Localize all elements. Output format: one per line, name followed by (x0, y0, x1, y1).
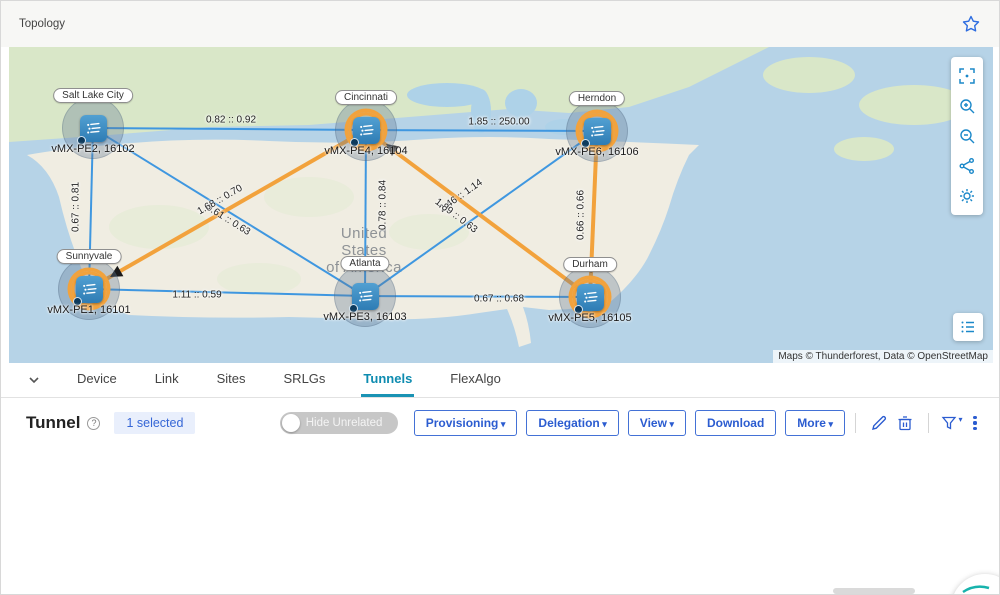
tab-flexalgo[interactable]: FlexAlgo (450, 371, 501, 386)
divider (855, 413, 856, 433)
node-status-badge (349, 137, 359, 147)
tab-tunnels[interactable]: Tunnels (361, 363, 415, 397)
zoom-in-icon[interactable] (954, 93, 980, 119)
toolbar-buttons: Provisioning ▾ Delegation ▾ View ▾ Download… (413, 410, 845, 436)
delegation-button[interactable]: Delegation ▾ (526, 410, 619, 436)
router-icon (348, 282, 379, 313)
map-link-slc-cin[interactable] (92, 127, 367, 131)
settings-gear-icon[interactable] (954, 183, 980, 209)
node-name-label: vMX-PE2, 16102 (51, 143, 135, 155)
city-label: Herndon (568, 91, 626, 106)
node-ring (75, 110, 111, 146)
node-ring (347, 278, 383, 314)
map-link-cin-dur[interactable] (364, 128, 592, 299)
zoom-out-icon[interactable] (954, 123, 980, 149)
favorite-star-icon[interactable] (961, 14, 981, 34)
tunnel-toolbar: Tunnel ? 1 selected Hide Unrelated Provi… (1, 398, 999, 448)
toggle-label: Hide Unrelated (305, 417, 383, 429)
map-attribution: Maps © Thunderforest, Data © OpenStreetM… (773, 350, 993, 363)
network-view-icon[interactable] (954, 153, 980, 179)
city-label: Atlanta (340, 256, 390, 271)
chevron-down-icon: ▾ (498, 419, 506, 429)
node-status-badge (348, 303, 358, 313)
node-name-label: vMX-PE4, 16104 (324, 145, 408, 157)
link-metric-label: 0.67 :: 0.68 (473, 293, 525, 305)
delete-trash-icon[interactable] (892, 410, 918, 436)
router-icon (349, 116, 380, 147)
page-title: Topology (19, 18, 66, 30)
node-ring (348, 112, 384, 148)
tab-strip-bar: Device Link Sites SRLGs Tunnels FlexAlgo (1, 363, 999, 398)
legend-button[interactable] (953, 313, 983, 341)
chevron-down-icon: ▾ (599, 419, 607, 429)
city-label: Sunnyvale (56, 249, 122, 264)
link-metric-label: 0.78 :: 0.84 (377, 179, 389, 231)
help-fab[interactable] (951, 574, 999, 594)
node-ring (572, 279, 608, 315)
node-status-badge (72, 296, 82, 306)
city-label: Salt Lake City (53, 88, 133, 103)
section-title: Tunnel (26, 413, 81, 432)
chevron-down-icon: ▾ (666, 419, 674, 429)
tab-device[interactable]: Device (77, 371, 117, 386)
more-button[interactable]: More ▾ (785, 410, 845, 436)
node-ring (71, 271, 107, 307)
help-icon[interactable]: ? (87, 416, 101, 430)
divider (928, 413, 929, 433)
node-ring (579, 113, 615, 149)
title-bar: Topology (1, 1, 999, 47)
map-link-sun-atl[interactable] (88, 288, 366, 297)
tab-srlgs[interactable]: SRLGs (283, 371, 326, 386)
link-metric-label: 1.85 :: 250.00 (468, 116, 530, 128)
link-metric-label: 1.11 :: 0.59 (172, 289, 222, 301)
node-status-badge (573, 304, 583, 314)
node-name-label: vMX-PE6, 16106 (555, 146, 639, 158)
map-link-sun-cin[interactable] (88, 128, 367, 291)
router-icon (76, 114, 107, 145)
fab-icon (962, 585, 990, 594)
map-link-slc-atl[interactable] (92, 127, 366, 297)
edit-pencil-icon[interactable] (866, 410, 892, 436)
map-controls (951, 57, 983, 215)
node-name-label: vMX-PE3, 16103 (323, 311, 407, 323)
selected-count-badge: 1 selected (114, 412, 196, 434)
node-halo (559, 266, 621, 328)
legend-icon (961, 321, 974, 333)
router-icon (580, 117, 611, 148)
map-link-cin-her[interactable] (365, 129, 598, 132)
tab-link[interactable]: Link (154, 371, 179, 386)
link-metric-label: 0.67 :: 0.81 (70, 181, 82, 233)
tab-strip: Device Link Sites SRLGs Tunnels FlexAlgo (75, 363, 503, 397)
chevron-down-icon: ▾ (825, 419, 833, 429)
download-button[interactable]: Download (694, 410, 777, 436)
more-options-kebab-icon[interactable] (965, 410, 985, 436)
map-background (9, 47, 993, 363)
collapse-chevron-icon[interactable] (27, 363, 41, 397)
provisioning-button[interactable]: Provisioning ▾ (413, 410, 518, 436)
filter-funnel-icon[interactable]: ▾ (939, 410, 965, 436)
link-metric-label: 0.82 :: 0.92 (205, 114, 257, 126)
link-metric-label: 0.66 :: 0.66 (575, 189, 587, 241)
router-icon (573, 283, 604, 314)
view-button[interactable]: View ▾ (627, 410, 686, 436)
horizontal-scrollbar[interactable] (833, 588, 915, 594)
node-status-badge (76, 135, 86, 145)
tab-sites[interactable]: Sites (216, 371, 246, 386)
node-name-label: vMX-PE1, 16101 (47, 304, 131, 316)
node-status-badge (580, 138, 590, 148)
city-label: Cincinnati (335, 90, 397, 105)
node-name-label: vMX-PE5, 16105 (548, 312, 632, 324)
map-link-atl-dur[interactable] (364, 295, 591, 298)
router-icon (72, 275, 103, 306)
city-label: Durham (563, 257, 617, 272)
fit-screen-icon[interactable] (954, 63, 980, 89)
toggle-knob (281, 414, 300, 432)
hide-unrelated-toggle[interactable]: Hide Unrelated (279, 412, 398, 434)
